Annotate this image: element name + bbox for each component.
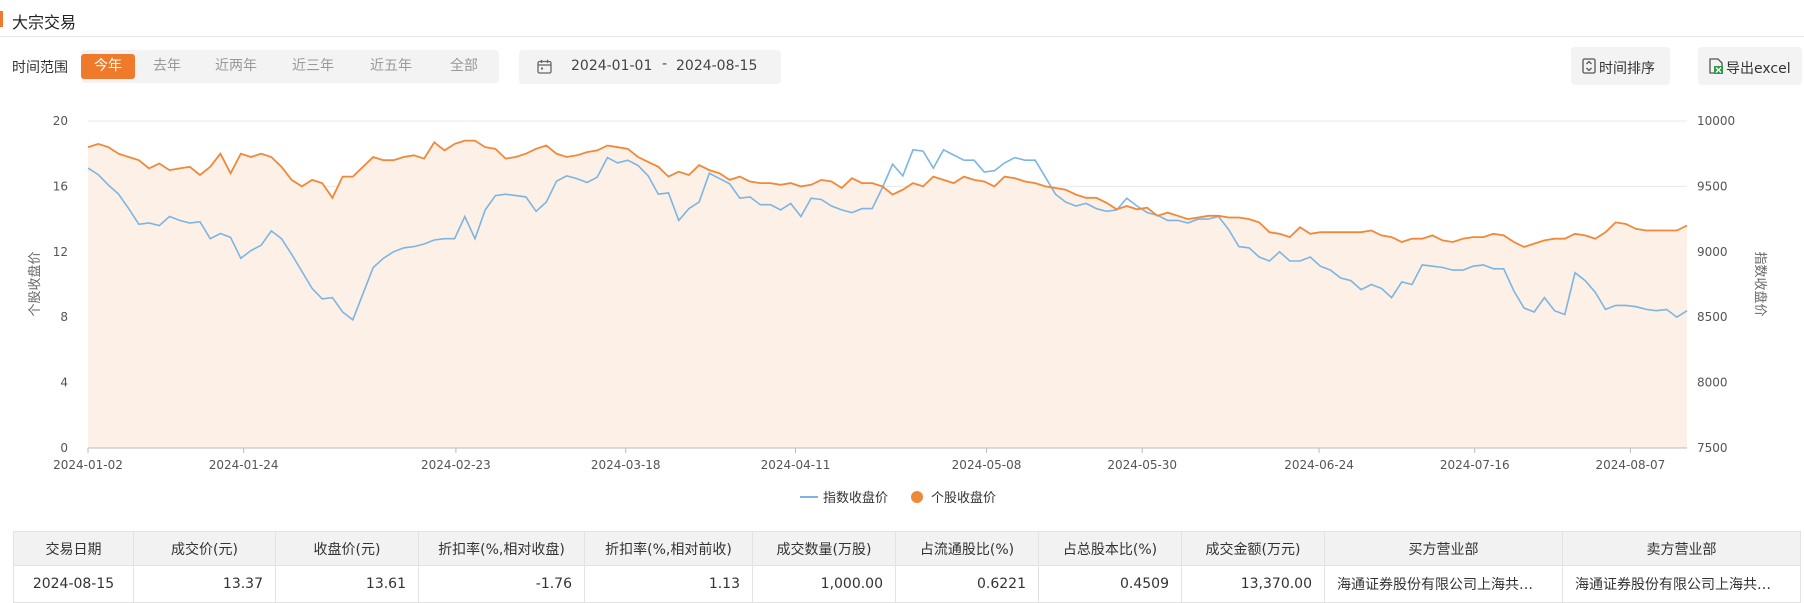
cell-trade-date: 2024-08-15 bbox=[13, 565, 134, 603]
chart-axes: 0 4 8 12 16 20 7500 8000 8500 9000 9500 10000 2024-0… bbox=[53, 114, 1735, 472]
y-left-tick-label: 20 bbox=[53, 114, 68, 128]
x-tick-label: 2024-01-02 bbox=[53, 458, 123, 472]
excel-export-icon bbox=[1709, 58, 1723, 74]
range-three-years-button[interactable]: 近三年 bbox=[292, 58, 334, 74]
legend-stock-label: 个股收盘价 bbox=[931, 490, 996, 506]
x-tick-label: 2024-01-24 bbox=[209, 458, 279, 472]
legend-item-stock[interactable]: 个股收盘价 bbox=[911, 490, 996, 506]
y-left-tick-label: 4 bbox=[60, 376, 68, 390]
x-tick-label: 2024-03-18 bbox=[591, 458, 661, 472]
range-two-years-button[interactable]: 近两年 bbox=[215, 58, 257, 74]
range-selector: 今年 去年 近两年 近三年 近五年 全部 bbox=[81, 50, 499, 83]
y-right-tick-label: 9500 bbox=[1697, 179, 1728, 193]
cell-volume: 1,000.00 bbox=[752, 565, 896, 603]
cell-close-price: 13.61 bbox=[275, 565, 419, 603]
chart-legend: 指数收盘价 个股收盘价 bbox=[800, 490, 996, 506]
col-header-float-ratio[interactable]: 占流通股比(%) bbox=[895, 531, 1039, 566]
export-excel-button[interactable]: 导出excel bbox=[1698, 47, 1802, 85]
y-right-tick-label: 10000 bbox=[1697, 114, 1735, 128]
cell-float-ratio: 0.6221 bbox=[895, 565, 1039, 603]
cell-amount: 13,370.00 bbox=[1181, 565, 1325, 603]
col-header-trade-price[interactable]: 成交价(元) bbox=[133, 531, 276, 566]
cell-buyer[interactable]: 海通证券股份有限公司上海共… bbox=[1324, 565, 1563, 603]
col-header-discount-prev[interactable]: 折扣率(%,相对前收) bbox=[584, 531, 753, 566]
x-tick-label: 2024-04-11 bbox=[761, 458, 831, 472]
date-from[interactable]: 2024-01-01 bbox=[571, 58, 653, 74]
calendar-icon bbox=[537, 59, 552, 74]
date-separator: - bbox=[662, 56, 668, 72]
legend-index-label: 指数收盘价 bbox=[823, 490, 888, 506]
export-excel-label: 导出excel bbox=[1726, 61, 1791, 77]
page-title: 大宗交易 bbox=[12, 13, 77, 32]
x-tick-label: 2024-02-23 bbox=[421, 458, 491, 472]
col-header-seller[interactable]: 卖方营业部 bbox=[1562, 531, 1801, 566]
range-five-years-button[interactable]: 近五年 bbox=[370, 58, 412, 74]
block-trade-table: 交易日期 成交价(元) 收盘价(元) 折扣率(%,相对收盘) 折扣率(%,相对前… bbox=[13, 531, 1801, 603]
time-sort-button[interactable]: 时间排序 bbox=[1571, 47, 1670, 85]
legend-stock-swatch bbox=[911, 491, 923, 503]
y-left-tick-label: 16 bbox=[53, 179, 68, 193]
y-left-tick-label: 12 bbox=[53, 245, 68, 259]
y-right-tick-label: 8000 bbox=[1697, 376, 1728, 390]
y-left-tick-label: 0 bbox=[60, 441, 68, 455]
x-tick-label: 2024-08-07 bbox=[1596, 458, 1666, 472]
y-right-tick-label: 7500 bbox=[1697, 441, 1728, 455]
col-header-volume[interactable]: 成交数量(万股) bbox=[752, 531, 896, 566]
cell-trade-price: 13.37 bbox=[133, 565, 276, 603]
table-header-row: 交易日期 成交价(元) 收盘价(元) 折扣率(%,相对收盘) 折扣率(%,相对前… bbox=[13, 531, 1801, 566]
cell-seller[interactable]: 海通证券股份有限公司上海共… bbox=[1562, 565, 1801, 603]
section-header: 大宗交易 bbox=[0, 0, 1804, 37]
index-close-line bbox=[87, 148, 1688, 322]
cell-discount-prev: 1.13 bbox=[584, 565, 753, 603]
col-header-total-ratio[interactable]: 占总股本比(%) bbox=[1038, 531, 1182, 566]
y-right-tick-label: 9000 bbox=[1697, 245, 1728, 259]
x-tick-label: 2024-06-24 bbox=[1284, 458, 1354, 472]
title-accent-bar bbox=[0, 11, 3, 27]
sort-icon bbox=[1582, 58, 1596, 74]
col-header-amount[interactable]: 成交金额(万元) bbox=[1181, 531, 1325, 566]
x-tick-label: 2024-07-16 bbox=[1440, 458, 1510, 472]
range-label: 时间范围 bbox=[12, 60, 68, 76]
col-header-trade-date[interactable]: 交易日期 bbox=[13, 531, 134, 566]
legend-item-index[interactable]: 指数收盘价 bbox=[800, 490, 888, 506]
col-header-discount-close[interactable]: 折扣率(%,相对收盘) bbox=[418, 531, 585, 566]
range-all-button[interactable]: 全部 bbox=[450, 58, 478, 74]
cell-total-ratio: 0.4509 bbox=[1038, 565, 1182, 603]
time-sort-label: 时间排序 bbox=[1599, 61, 1655, 77]
x-tick-label: 2024-05-30 bbox=[1107, 458, 1177, 472]
y-right-axis-title: 指数收盘价 bbox=[1752, 251, 1768, 316]
table-row: 2024-08-15 13.37 13.61 -1.76 1.13 1,000.… bbox=[13, 565, 1801, 603]
cell-discount-close: -1.76 bbox=[418, 565, 585, 603]
range-this-year-button[interactable]: 今年 bbox=[81, 54, 135, 79]
col-header-close-price[interactable]: 收盘价(元) bbox=[275, 531, 419, 566]
y-right-tick-label: 8500 bbox=[1697, 310, 1728, 324]
date-to[interactable]: 2024-08-15 bbox=[676, 58, 758, 74]
y-left-tick-label: 8 bbox=[60, 310, 68, 324]
y-left-axis-title: 个股收盘价 bbox=[27, 251, 43, 316]
x-tick-label: 2024-05-08 bbox=[952, 458, 1022, 472]
stock-price-area bbox=[88, 140, 1687, 448]
stock-close-line bbox=[87, 139, 1688, 248]
date-range-picker[interactable]: 2024-01-01 - 2024-08-15 bbox=[519, 50, 781, 84]
price-chart: 0 4 8 12 16 20 7500 8000 8500 9000 9500 10000 2024-0… bbox=[27, 114, 1768, 506]
range-last-year-button[interactable]: 去年 bbox=[153, 58, 181, 74]
col-header-buyer[interactable]: 买方营业部 bbox=[1324, 531, 1563, 566]
